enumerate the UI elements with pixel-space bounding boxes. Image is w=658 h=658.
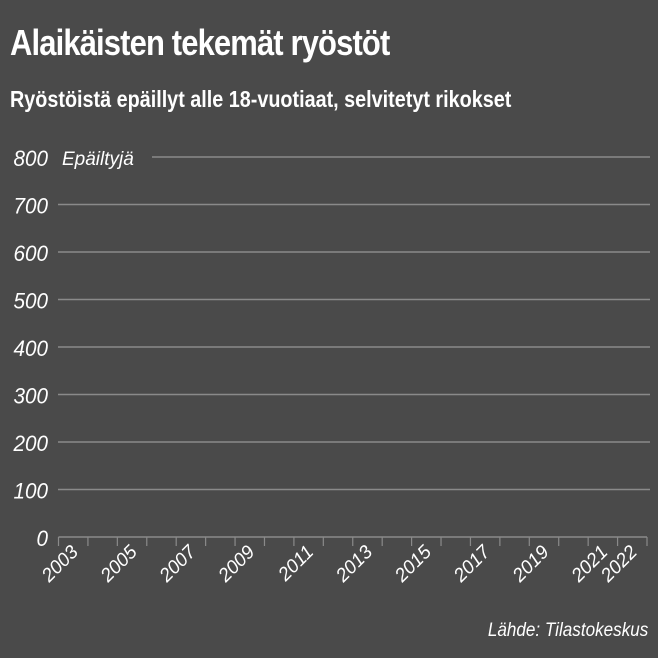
x-tick-label: 2013 bbox=[332, 541, 378, 587]
y-tick-label: 800 bbox=[14, 146, 49, 171]
x-tick-label: 2011 bbox=[274, 542, 318, 586]
source-note: Lähde: Tilastokeskus bbox=[487, 620, 648, 641]
y-tick-label: 300 bbox=[14, 384, 49, 409]
chart-title: Alaikäisten tekemät ryöstöt bbox=[10, 22, 390, 63]
x-tick-label: 2007 bbox=[155, 541, 201, 587]
y-tick-label: 600 bbox=[14, 241, 49, 266]
x-tick-label: 2009 bbox=[214, 541, 260, 587]
y-tick-label: 200 bbox=[13, 431, 49, 456]
y-axis-label: Epäiltyjä bbox=[62, 149, 134, 170]
chart-subtitle: Ryöstöistä epäillyt alle 18-vuotiaat, se… bbox=[10, 86, 512, 112]
y-tick-label: 400 bbox=[14, 336, 49, 361]
x-tick-label: 2005 bbox=[96, 541, 142, 587]
x-tick-label: 2015 bbox=[390, 541, 436, 587]
y-tick-label: 100 bbox=[14, 479, 49, 504]
y-tick-label: 500 bbox=[14, 289, 49, 314]
y-tick-label: 0 bbox=[37, 526, 49, 551]
x-tick-label: 2017 bbox=[449, 541, 495, 587]
x-tick-label: 2019 bbox=[508, 541, 554, 587]
y-tick-label: 700 bbox=[14, 194, 49, 219]
